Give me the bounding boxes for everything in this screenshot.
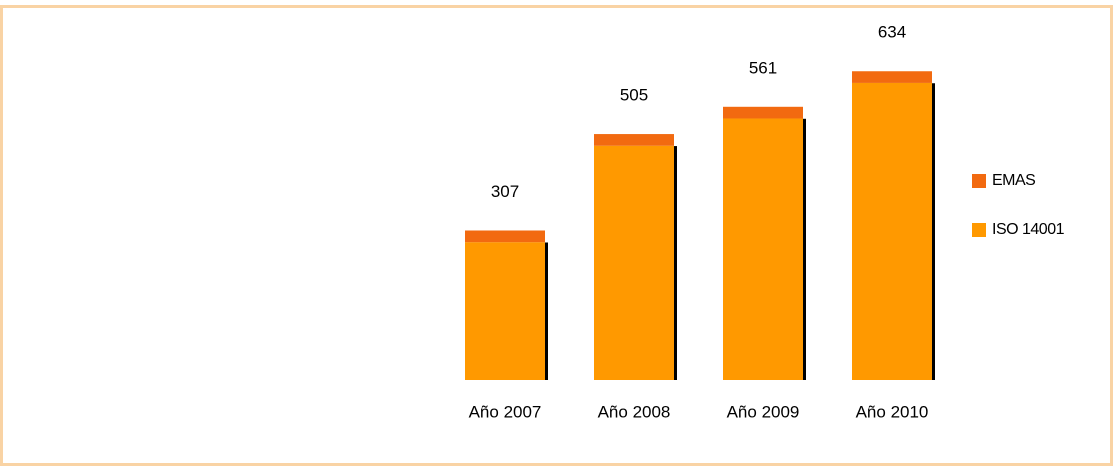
bar-segment [723, 106, 803, 119]
bar-segment [594, 134, 674, 146]
total-label: 307 [491, 182, 519, 201]
bar-segment [852, 71, 932, 83]
legend-label: EMAS [992, 172, 1035, 189]
total-label: 561 [749, 58, 777, 77]
legend-label: ISO 14001 [992, 221, 1065, 238]
bar-segment [594, 145, 674, 380]
bar-segment [465, 242, 545, 380]
frame [0, 5, 1113, 466]
bar-segment [852, 82, 932, 381]
total-label: 505 [620, 86, 648, 105]
bar-segment [723, 118, 803, 380]
x-tick-label: Año 2010 [856, 402, 929, 421]
legend-swatch [972, 174, 986, 188]
total-label: 634 [878, 23, 906, 42]
legend-swatch [972, 223, 986, 237]
x-tick-label: Año 2009 [727, 402, 800, 421]
bar-segment [465, 230, 545, 243]
x-tick-label: Año 2007 [469, 402, 542, 421]
x-tick-label: Año 2008 [598, 402, 671, 421]
